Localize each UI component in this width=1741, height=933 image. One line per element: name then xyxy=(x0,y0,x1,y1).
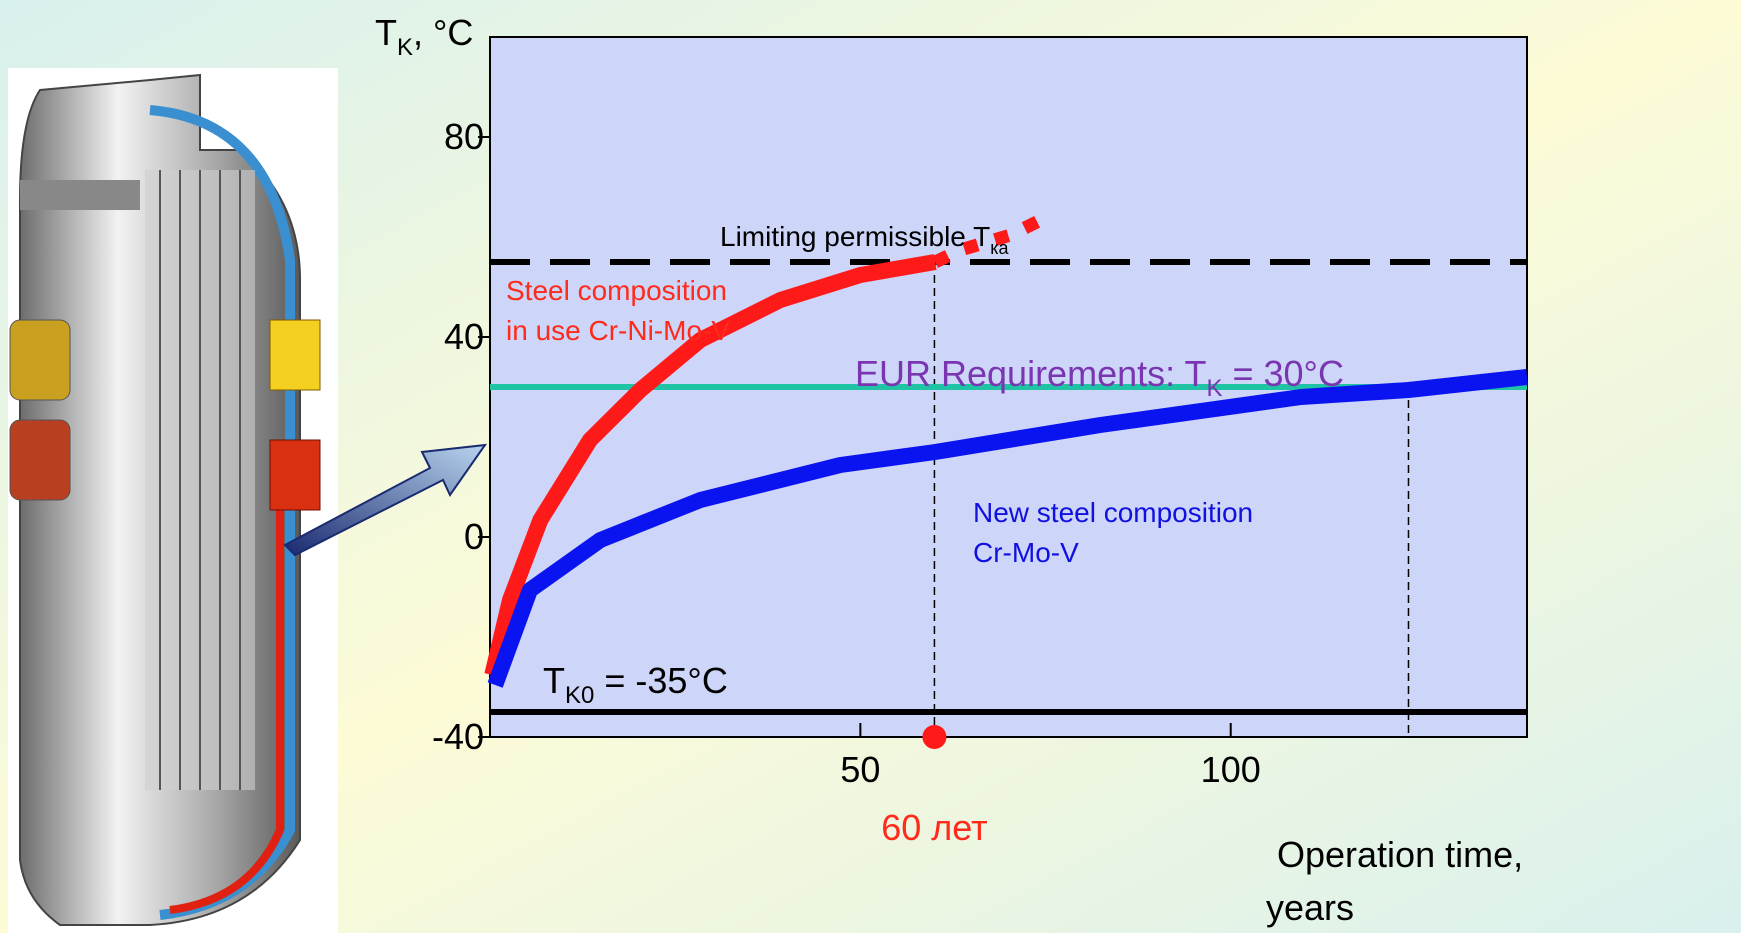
y-tick-label: 40 xyxy=(444,316,484,357)
annotation: Cr-Mo-V xyxy=(973,537,1079,568)
marker-point xyxy=(922,725,946,749)
y-tick-label: -40 xyxy=(432,716,484,757)
annotation: Steel composition xyxy=(506,275,727,306)
annotation: in use Cr-Ni-Mo-V xyxy=(506,315,730,346)
page: -40040805010060 лет TK, °C Operation tim… xyxy=(0,0,1741,933)
x-axis-label: Operation time, xyxy=(1277,834,1523,875)
reactor-illustration xyxy=(8,68,338,933)
x-tick-label: 50 xyxy=(840,749,880,790)
marker-label: 60 лет xyxy=(881,807,987,848)
x-tick-label: 100 xyxy=(1201,749,1261,790)
x-axis-label: years xyxy=(1266,887,1354,928)
annotation: New steel composition xyxy=(973,497,1253,528)
y-tick-label: 0 xyxy=(464,516,484,557)
y-tick-label: 80 xyxy=(444,116,484,157)
chart: -40040805010060 лет TK, °C Operation tim… xyxy=(0,0,1741,933)
